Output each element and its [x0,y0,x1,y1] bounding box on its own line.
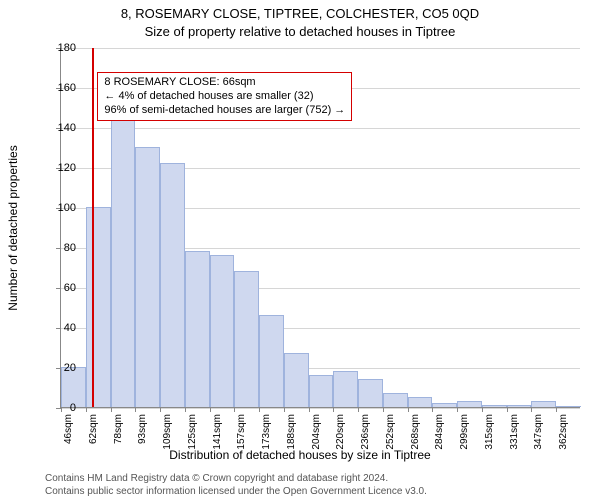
annotation-box: 8 ROSEMARY CLOSE: 66sqm ← 4% of detached… [97,72,352,121]
x-tick-label: 299sqm [459,414,470,450]
x-tick-label: 347sqm [533,414,544,450]
y-tick-label: 180 [46,42,76,54]
x-tick-mark [333,407,334,412]
footer-line-1: Contains HM Land Registry data © Crown c… [45,473,427,486]
x-tick-mark [135,407,136,412]
histogram-bar [234,271,259,407]
x-tick-label: 46sqm [63,414,74,444]
x-tick-label: 252sqm [385,414,396,450]
histogram-bar [284,353,309,407]
y-tick-label: 0 [46,402,76,414]
chart-title-main: 8, ROSEMARY CLOSE, TIPTREE, COLCHESTER, … [0,6,600,21]
histogram-bar [432,403,457,407]
histogram-bar [210,255,235,407]
annotation-line-3: 96% of semi-detached houses are larger (… [104,104,345,118]
gridline [61,128,580,129]
x-tick-mark [259,407,260,412]
histogram-bar [309,375,334,407]
x-tick-label: 188sqm [286,414,297,450]
histogram-bar [358,379,383,407]
x-tick-label: 315sqm [484,414,495,450]
x-tick-label: 173sqm [261,414,272,450]
histogram-bar [408,397,433,407]
chart-container: 8, ROSEMARY CLOSE, TIPTREE, COLCHESTER, … [0,0,600,500]
x-tick-label: 93sqm [137,414,148,444]
x-tick-label: 141sqm [212,414,223,450]
x-tick-mark [86,407,87,412]
x-tick-mark [556,407,557,412]
y-tick-label: 140 [46,122,76,134]
x-tick-label: 157sqm [236,414,247,450]
gridline [61,408,580,409]
x-tick-label: 62sqm [88,414,99,444]
annotation-line-1: 8 ROSEMARY CLOSE: 66sqm [104,76,345,90]
histogram-bar [333,371,358,407]
x-tick-label: 236sqm [360,414,371,450]
x-tick-mark [160,407,161,412]
gridline [61,48,580,49]
x-tick-mark [383,407,384,412]
x-tick-mark [457,407,458,412]
histogram-bar [185,251,210,407]
footer-line-2: Contains public sector information licen… [45,486,427,499]
histogram-bar [482,405,507,407]
histogram-bar [507,405,532,407]
x-tick-label: 125sqm [187,414,198,450]
reference-line [92,48,94,407]
x-tick-label: 331sqm [509,414,520,450]
x-axis-label: Distribution of detached houses by size … [0,448,600,462]
x-tick-label: 362sqm [558,414,569,450]
y-axis-label: Number of detached properties [6,145,20,310]
x-tick-label: 204sqm [311,414,322,450]
y-tick-label: 160 [46,82,76,94]
histogram-bar [160,163,185,407]
x-tick-label: 268sqm [410,414,421,450]
chart-title-sub: Size of property relative to detached ho… [0,24,600,39]
x-tick-label: 109sqm [162,414,173,450]
x-tick-label: 284sqm [434,414,445,450]
x-tick-mark [284,407,285,412]
x-tick-mark [408,407,409,412]
x-tick-mark [432,407,433,412]
x-tick-mark [531,407,532,412]
plot-area: 8 ROSEMARY CLOSE: 66sqm ← 4% of detached… [60,48,580,408]
y-tick-label: 40 [46,322,76,334]
histogram-bar [259,315,284,407]
x-tick-label: 220sqm [335,414,346,450]
y-tick-label: 120 [46,162,76,174]
histogram-bar [556,406,581,407]
footer-attribution: Contains HM Land Registry data © Crown c… [45,473,427,498]
histogram-bar [86,207,111,407]
x-tick-mark [309,407,310,412]
histogram-bar [111,111,136,407]
histogram-bar [457,401,482,407]
x-tick-mark [507,407,508,412]
annotation-line-2: ← 4% of detached houses are smaller (32) [104,90,345,104]
x-tick-mark [234,407,235,412]
y-tick-label: 20 [46,362,76,374]
histogram-bar [383,393,408,407]
x-tick-mark [210,407,211,412]
x-tick-mark [482,407,483,412]
y-tick-label: 80 [46,242,76,254]
histogram-bar [531,401,556,407]
x-tick-mark [358,407,359,412]
x-tick-mark [111,407,112,412]
x-tick-mark [185,407,186,412]
histogram-bar [135,147,160,407]
y-tick-label: 100 [46,202,76,214]
y-tick-label: 60 [46,282,76,294]
x-tick-label: 78sqm [113,414,124,444]
